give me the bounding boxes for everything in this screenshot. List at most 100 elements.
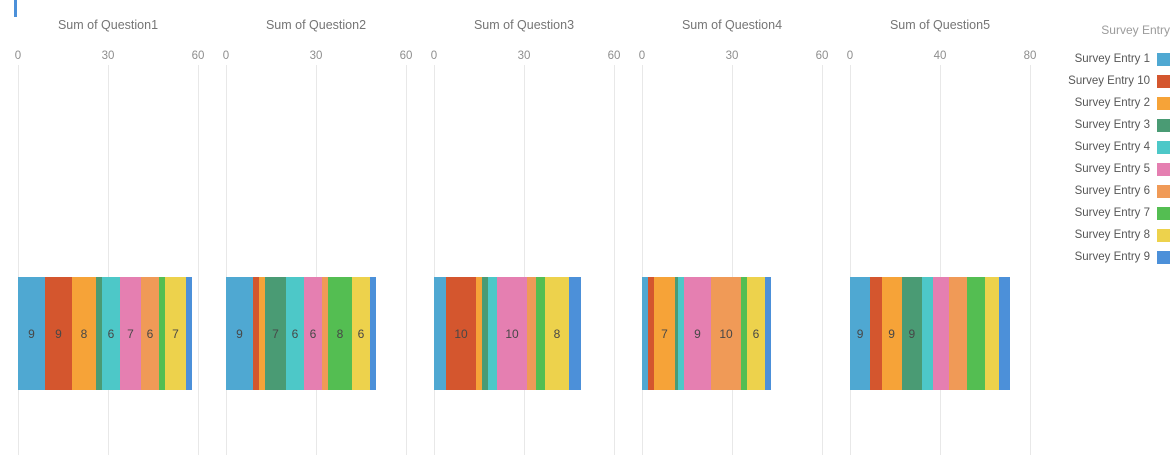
bar-segment[interactable]: 10 (446, 277, 476, 390)
legend-item[interactable]: Survey Entry 9 (1075, 247, 1170, 267)
bar-segment[interactable] (259, 277, 265, 390)
legend-item[interactable]: Survey Entry 5 (1075, 159, 1170, 179)
bar-segment[interactable] (159, 277, 165, 390)
gridline (316, 65, 317, 455)
bar-segment[interactable] (536, 277, 545, 390)
bar-segment[interactable] (642, 277, 648, 390)
bar-segment[interactable]: 6 (102, 277, 120, 390)
bar-segment[interactable] (322, 277, 328, 390)
bar-segment[interactable] (998, 277, 1010, 390)
bar-segment[interactable] (488, 277, 497, 390)
legend-item-label: Survey Entry 10 (1068, 75, 1150, 87)
legend-swatch[interactable] (1157, 96, 1170, 110)
bar-segment[interactable]: 8 (545, 277, 569, 390)
legend-item[interactable]: Survey Entry 4 (1075, 137, 1170, 157)
legend-swatch[interactable] (1157, 228, 1170, 242)
bar-segment[interactable]: 7 (265, 277, 286, 390)
axis-tick-label: 30 (309, 50, 323, 62)
bar-segment[interactable]: 9 (684, 277, 711, 390)
bar-segment[interactable]: 6 (304, 277, 322, 390)
legend-swatch[interactable] (1157, 184, 1170, 198)
blue-caret-mark (14, 0, 17, 17)
legend-swatch[interactable] (1157, 162, 1170, 176)
bar-segment[interactable]: 6 (141, 277, 159, 390)
bar-segment[interactable] (648, 277, 654, 390)
segment-value-label: 9 (236, 326, 243, 341)
axis-tick-label: 60 (815, 50, 829, 62)
legend-item[interactable]: Survey Entry 7 (1075, 203, 1170, 223)
stacked-bar[interactable]: 7 9 10 6 (642, 277, 771, 390)
legend-item-label: Survey Entry 2 (1074, 97, 1150, 109)
bar-segment[interactable] (675, 277, 678, 390)
bar-segment[interactable]: 9 (901, 277, 922, 390)
bar-segment[interactable] (933, 277, 949, 390)
bar-segment[interactable] (186, 277, 192, 390)
legend-swatch[interactable] (1157, 118, 1170, 132)
bar-segment[interactable] (370, 277, 376, 390)
legend-item-label: Survey Entry 5 (1074, 163, 1150, 175)
panel-title: Sum of Question3 (473, 18, 575, 32)
legend-item[interactable]: Survey Entry 3 (1075, 115, 1170, 135)
color-legend: Survey Entry Survey Entry 1 Survey Entry … (1020, 0, 1170, 455)
segment-value-label: 9 (908, 326, 916, 341)
bar-segment[interactable]: 7 (654, 277, 675, 390)
segment-value-label: 9 (888, 326, 895, 341)
bar-segment[interactable] (949, 277, 967, 390)
bar-segment[interactable] (967, 277, 985, 390)
bar-segment[interactable]: 9 (850, 277, 871, 390)
bar-segment[interactable] (985, 277, 999, 390)
axis-tick-label: 30 (517, 50, 531, 62)
bar-segment[interactable] (678, 277, 684, 390)
bar-segment[interactable]: 7 (165, 277, 186, 390)
bar-segment[interactable] (569, 277, 581, 390)
bar-segment[interactable] (741, 277, 747, 390)
bar-segment[interactable] (476, 277, 482, 390)
bar-segment[interactable] (434, 277, 446, 390)
bar-segment[interactable]: 7 (120, 277, 141, 390)
segment-value-label: 6 (752, 326, 760, 341)
bar-segment[interactable]: 6 (352, 277, 370, 390)
gridline (940, 65, 941, 455)
legend-item[interactable]: Survey Entry 8 (1075, 225, 1170, 245)
legend-item[interactable]: Survey Entry 1 (1075, 49, 1170, 69)
bar-segment[interactable] (253, 277, 259, 390)
bar-segment[interactable]: 9 (226, 277, 253, 390)
segment-value-label: 6 (107, 326, 115, 341)
bar-segment[interactable] (922, 277, 934, 390)
legend-swatch[interactable] (1157, 52, 1170, 66)
bar-segment[interactable]: 9 (881, 277, 902, 390)
axis-tick-label: 60 (607, 50, 621, 62)
gridline (108, 65, 109, 455)
bar-segment[interactable]: 8 (328, 277, 352, 390)
bar-segment[interactable] (527, 277, 536, 390)
bar-segment[interactable]: 10 (711, 277, 741, 390)
bar-segment[interactable]: 10 (497, 277, 527, 390)
bar-segment[interactable]: 9 (45, 277, 72, 390)
bar-segment[interactable] (482, 277, 488, 390)
legend-swatch[interactable] (1157, 74, 1170, 88)
bar-segment[interactable]: 6 (747, 277, 765, 390)
legend-swatch[interactable] (1157, 206, 1170, 220)
legend-item[interactable]: Survey Entry 10 (1068, 71, 1170, 91)
bar-segment[interactable] (765, 277, 771, 390)
bar-segment[interactable]: 9 (18, 277, 45, 390)
stacked-bar[interactable]: 10 10 8 (434, 277, 581, 390)
bar-segment[interactable]: 8 (72, 277, 96, 390)
bar-segment[interactable] (96, 277, 102, 390)
legend-swatch[interactable] (1157, 140, 1170, 154)
legend-item[interactable]: Survey Entry 2 (1075, 93, 1170, 113)
legend-item-label: Survey Entry 3 (1074, 119, 1150, 131)
bar-segment[interactable]: 6 (286, 277, 304, 390)
gridline (614, 65, 615, 455)
chart-panel-4: Sum of Question4 0 30 60 7 9 10 6 (639, 0, 828, 455)
legend-item[interactable]: Survey Entry 6 (1075, 181, 1170, 201)
bar-segment[interactable] (870, 277, 882, 390)
segment-value-label: 9 (856, 326, 864, 341)
legend-swatch[interactable] (1157, 250, 1170, 264)
segment-value-label: 10 (505, 326, 519, 341)
chart-panel-2: Sum of Question2 0 30 60 9 7 6 6 8 6 (223, 0, 412, 455)
gridline (226, 65, 227, 455)
